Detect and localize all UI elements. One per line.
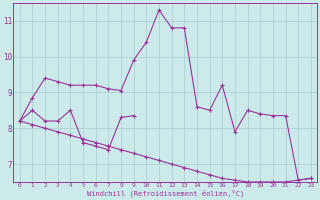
X-axis label: Windchill (Refroidissement éolien,°C): Windchill (Refroidissement éolien,°C) bbox=[87, 190, 244, 197]
